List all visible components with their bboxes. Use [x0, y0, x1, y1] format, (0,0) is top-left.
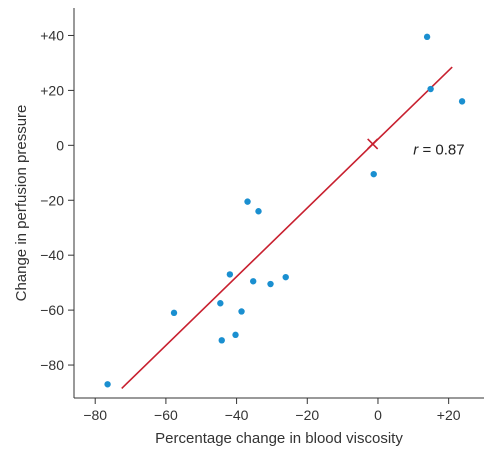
x-tick-label: −20 — [295, 407, 319, 423]
correlation-value: = 0.87 — [418, 141, 464, 158]
y-tick-label: −60 — [40, 302, 64, 318]
data-point — [226, 271, 234, 278]
data-point — [370, 170, 377, 178]
x-tick-label: −60 — [154, 407, 178, 423]
y-axis-label: Change in perfusion pressure — [13, 105, 30, 302]
x-tick-label: +20 — [437, 407, 461, 423]
data-point — [244, 198, 251, 205]
data-point — [170, 309, 178, 317]
x-tick-label: −40 — [225, 407, 249, 423]
data-point — [458, 98, 466, 105]
correlation-annotation: r = 0.87 — [413, 141, 464, 158]
x-tick-label: 0 — [374, 407, 382, 423]
data-points — [104, 33, 466, 388]
data-point — [427, 85, 434, 93]
y-tick-label: +40 — [40, 27, 64, 43]
y-ticks: −80 −60 −40 −20 0 +20 +40 — [40, 27, 74, 373]
data-point — [249, 278, 257, 285]
data-point — [255, 208, 262, 215]
data-point — [232, 331, 239, 339]
mean-marker-stroke — [367, 138, 379, 150]
data-point — [423, 33, 431, 41]
x-ticks: −80 −60 −40 −20 0 +20 — [83, 398, 461, 423]
y-tick-label: −40 — [40, 247, 64, 263]
correlation-symbol: r — [413, 141, 419, 158]
y-tick-label: −80 — [40, 357, 64, 373]
x-tick-label: −80 — [83, 407, 107, 423]
x-axis-label: Percentage change in blood viscosity — [155, 430, 403, 447]
y-tick-label: 0 — [56, 137, 64, 153]
mean-marker — [367, 138, 379, 150]
y-tick-label: −20 — [40, 192, 64, 208]
data-point — [267, 280, 274, 288]
data-point — [104, 381, 111, 388]
y-tick-label: +20 — [40, 82, 64, 98]
data-point — [218, 337, 225, 344]
data-point — [217, 300, 224, 307]
data-point — [238, 308, 245, 315]
data-point — [282, 273, 289, 281]
regression-line — [121, 66, 453, 389]
